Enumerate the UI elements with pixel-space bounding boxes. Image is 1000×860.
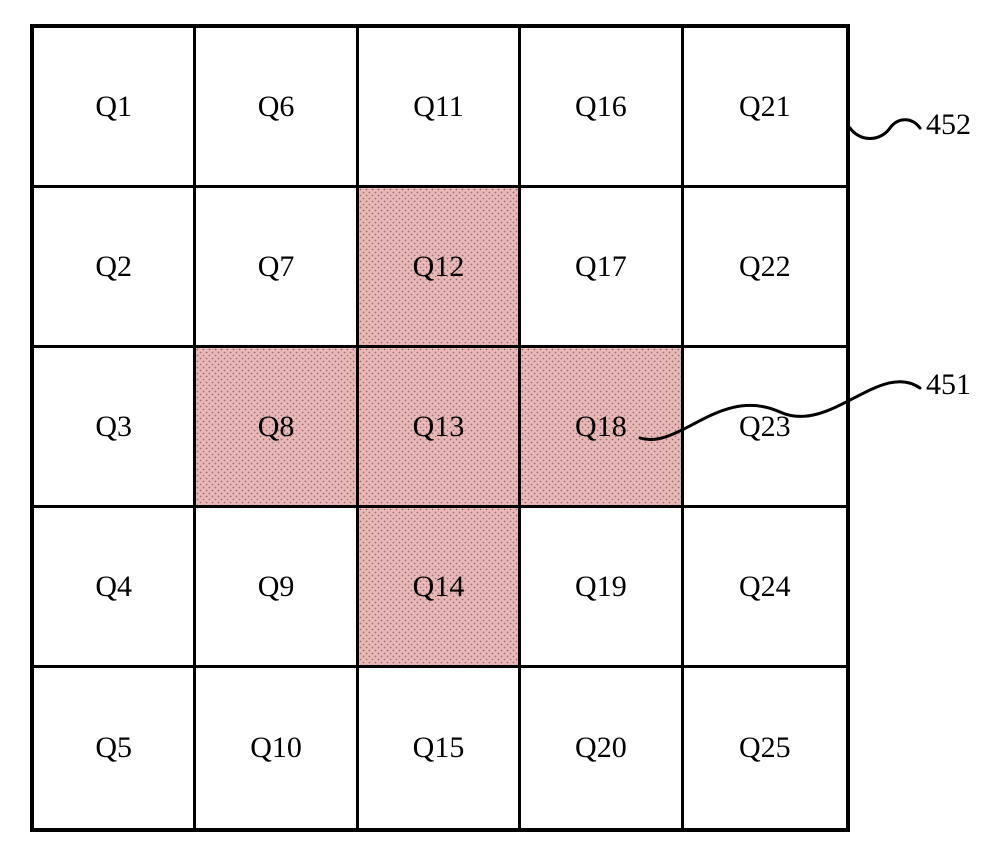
grid-cell-label: Q22 (739, 250, 791, 284)
grid-cell: Q17 (521, 188, 683, 348)
diagram-container: Q1 Q6 Q11 Q16 Q21 Q2 Q7 Q12 Q17 Q22 Q3 Q8 Q13 Q18 Q23 Q… (20, 20, 980, 840)
grid-cell: Q6 (196, 28, 358, 188)
grid-cell: Q1 (34, 28, 196, 188)
grid-cell-label: Q3 (95, 410, 132, 444)
grid-cell: Q4 (34, 508, 196, 668)
grid-cell: Q14 (359, 508, 521, 668)
grid-cell: Q23 (684, 348, 846, 508)
grid-cell: Q16 (521, 28, 683, 188)
grid-cell: Q11 (359, 28, 521, 188)
callout-label-452: 452 (926, 108, 971, 142)
grid-cell-label: Q12 (413, 250, 465, 284)
grid-cell-label: Q7 (258, 250, 295, 284)
grid-cell: Q12 (359, 188, 521, 348)
cell-grid: Q1 Q6 Q11 Q16 Q21 Q2 Q7 Q12 Q17 Q22 Q3 Q8 Q13 Q18 Q23 Q… (30, 24, 850, 832)
grid-cell: Q10 (196, 668, 358, 828)
grid-cell-label: Q24 (739, 570, 791, 604)
grid-cell: Q20 (521, 668, 683, 828)
grid-cell-label: Q1 (95, 90, 132, 124)
grid-cell: Q3 (34, 348, 196, 508)
grid-cell: Q21 (684, 28, 846, 188)
grid-cell: Q19 (521, 508, 683, 668)
grid-cell: Q9 (196, 508, 358, 668)
grid-cell: Q22 (684, 188, 846, 348)
grid-cell: Q13 (359, 348, 521, 508)
grid-cell-label: Q9 (258, 570, 295, 604)
grid-cell-label: Q15 (413, 731, 465, 765)
grid-cell: Q7 (196, 188, 358, 348)
grid-cell-label: Q13 (413, 410, 465, 444)
grid-cell: Q8 (196, 348, 358, 508)
grid-cell-label: Q16 (575, 90, 627, 124)
grid-cell-label: Q18 (575, 410, 627, 444)
grid-cell: Q15 (359, 668, 521, 828)
grid-cell-label: Q21 (739, 90, 791, 124)
grid-cell-label: Q8 (258, 410, 295, 444)
callout-label-451: 451 (926, 368, 971, 402)
grid-cell-label: Q11 (413, 90, 464, 124)
grid-cell-label: Q14 (413, 570, 465, 604)
grid-cell-label: Q17 (575, 250, 627, 284)
grid-cell-label: Q2 (95, 250, 132, 284)
grid-cell-label: Q5 (95, 731, 132, 765)
grid-cell: Q18 (521, 348, 683, 508)
grid-cell-label: Q4 (95, 570, 132, 604)
grid-cell-label: Q23 (739, 410, 791, 444)
grid-cell-label: Q20 (575, 731, 627, 765)
grid-cell-label: Q6 (258, 90, 295, 124)
grid-cell: Q5 (34, 668, 196, 828)
grid-cell: Q25 (684, 668, 846, 828)
grid-cell-label: Q10 (250, 731, 302, 765)
grid-cell-label: Q19 (575, 570, 627, 604)
grid-cell: Q2 (34, 188, 196, 348)
grid-cell: Q24 (684, 508, 846, 668)
grid-cell-label: Q25 (739, 731, 791, 765)
